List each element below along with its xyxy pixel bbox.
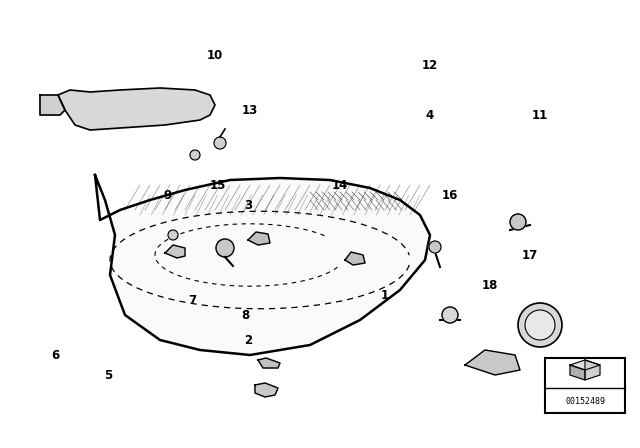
Text: 15: 15 [210, 178, 226, 191]
Polygon shape [248, 232, 270, 245]
Text: 5: 5 [104, 369, 112, 382]
Text: 00152489: 00152489 [565, 396, 605, 405]
Text: 1: 1 [381, 289, 389, 302]
Circle shape [525, 310, 555, 340]
Polygon shape [570, 365, 585, 380]
Circle shape [190, 150, 200, 160]
Circle shape [214, 137, 226, 149]
Polygon shape [95, 175, 430, 355]
Text: 10: 10 [207, 48, 223, 61]
Circle shape [442, 307, 458, 323]
Polygon shape [40, 95, 65, 115]
Text: 2: 2 [244, 333, 252, 346]
Polygon shape [585, 360, 600, 380]
Text: 9: 9 [164, 189, 172, 202]
Circle shape [216, 239, 234, 257]
Polygon shape [255, 383, 278, 397]
Circle shape [510, 214, 526, 230]
Circle shape [518, 303, 562, 347]
Polygon shape [465, 350, 520, 375]
Circle shape [168, 230, 178, 240]
Text: 6: 6 [51, 349, 59, 362]
Bar [545, 358, 625, 413]
Text: 13: 13 [242, 103, 258, 116]
Polygon shape [258, 358, 280, 368]
Polygon shape [570, 360, 600, 370]
Text: 18: 18 [482, 279, 498, 292]
Text: 11: 11 [532, 108, 548, 121]
Polygon shape [58, 88, 215, 130]
Text: 7: 7 [188, 293, 196, 306]
Circle shape [429, 241, 441, 253]
Text: 14: 14 [332, 178, 348, 191]
Polygon shape [345, 252, 365, 265]
Text: 3: 3 [244, 198, 252, 211]
Polygon shape [165, 245, 185, 258]
Text: 12: 12 [422, 59, 438, 72]
Text: 16: 16 [442, 189, 458, 202]
Text: 17: 17 [522, 249, 538, 262]
Text: 8: 8 [241, 309, 249, 322]
Text: 4: 4 [426, 108, 434, 121]
